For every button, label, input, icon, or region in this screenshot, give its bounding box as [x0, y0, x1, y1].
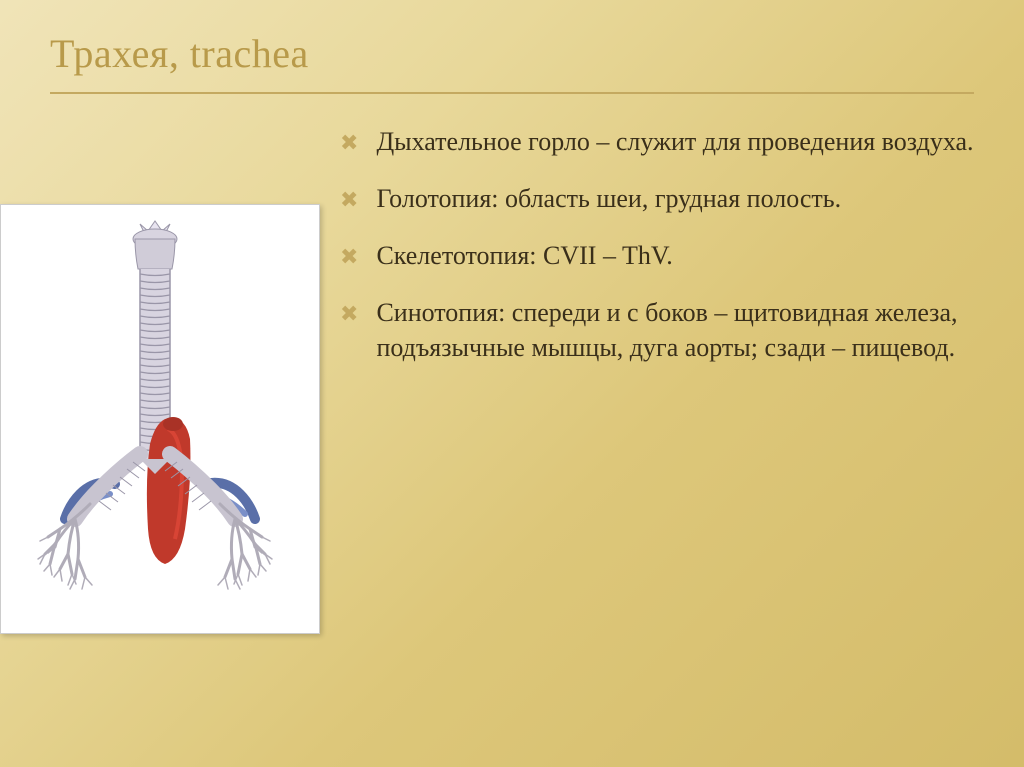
- slide-container: Трахея, trachea: [0, 0, 1024, 767]
- slide-title: Трахея, trachea: [50, 30, 974, 77]
- bronchioles-right: [218, 537, 272, 589]
- bullet-marker-icon: ✖: [340, 128, 358, 158]
- bullet-item: ✖ Дыхательное горло – служит для проведе…: [340, 124, 974, 159]
- aorta: [147, 417, 191, 564]
- bullet-marker-icon: ✖: [340, 299, 358, 329]
- bullet-list: ✖ Дыхательное горло – служит для проведе…: [340, 124, 974, 365]
- illustration-container: [0, 204, 320, 634]
- title-area: Трахея, trachea: [50, 30, 974, 94]
- text-area: ✖ Дыхательное горло – служит для проведе…: [340, 124, 974, 634]
- trachea-illustration: [20, 219, 300, 619]
- bullet-item: ✖ Синотопия: спереди и с боков – щитовид…: [340, 295, 974, 365]
- bullet-marker-icon: ✖: [340, 185, 358, 215]
- bullet-marker-icon: ✖: [340, 242, 358, 272]
- bronchioles-left: [38, 537, 92, 589]
- content-row: ✖ Дыхательное горло – служит для проведе…: [50, 124, 974, 634]
- bullet-item: ✖ Скелетотопия: CVII – ThV.: [340, 238, 974, 273]
- bullet-text: Скелетотопия: CVII – ThV.: [376, 238, 974, 273]
- bullet-item: ✖ Голотопия: область шеи, грудная полост…: [340, 181, 974, 216]
- bullet-text: Синотопия: спереди и с боков – щитовидна…: [376, 295, 974, 365]
- bullet-text: Голотопия: область шеи, грудная полость.: [376, 181, 974, 216]
- bullet-text: Дыхательное горло – служит для проведени…: [376, 124, 974, 159]
